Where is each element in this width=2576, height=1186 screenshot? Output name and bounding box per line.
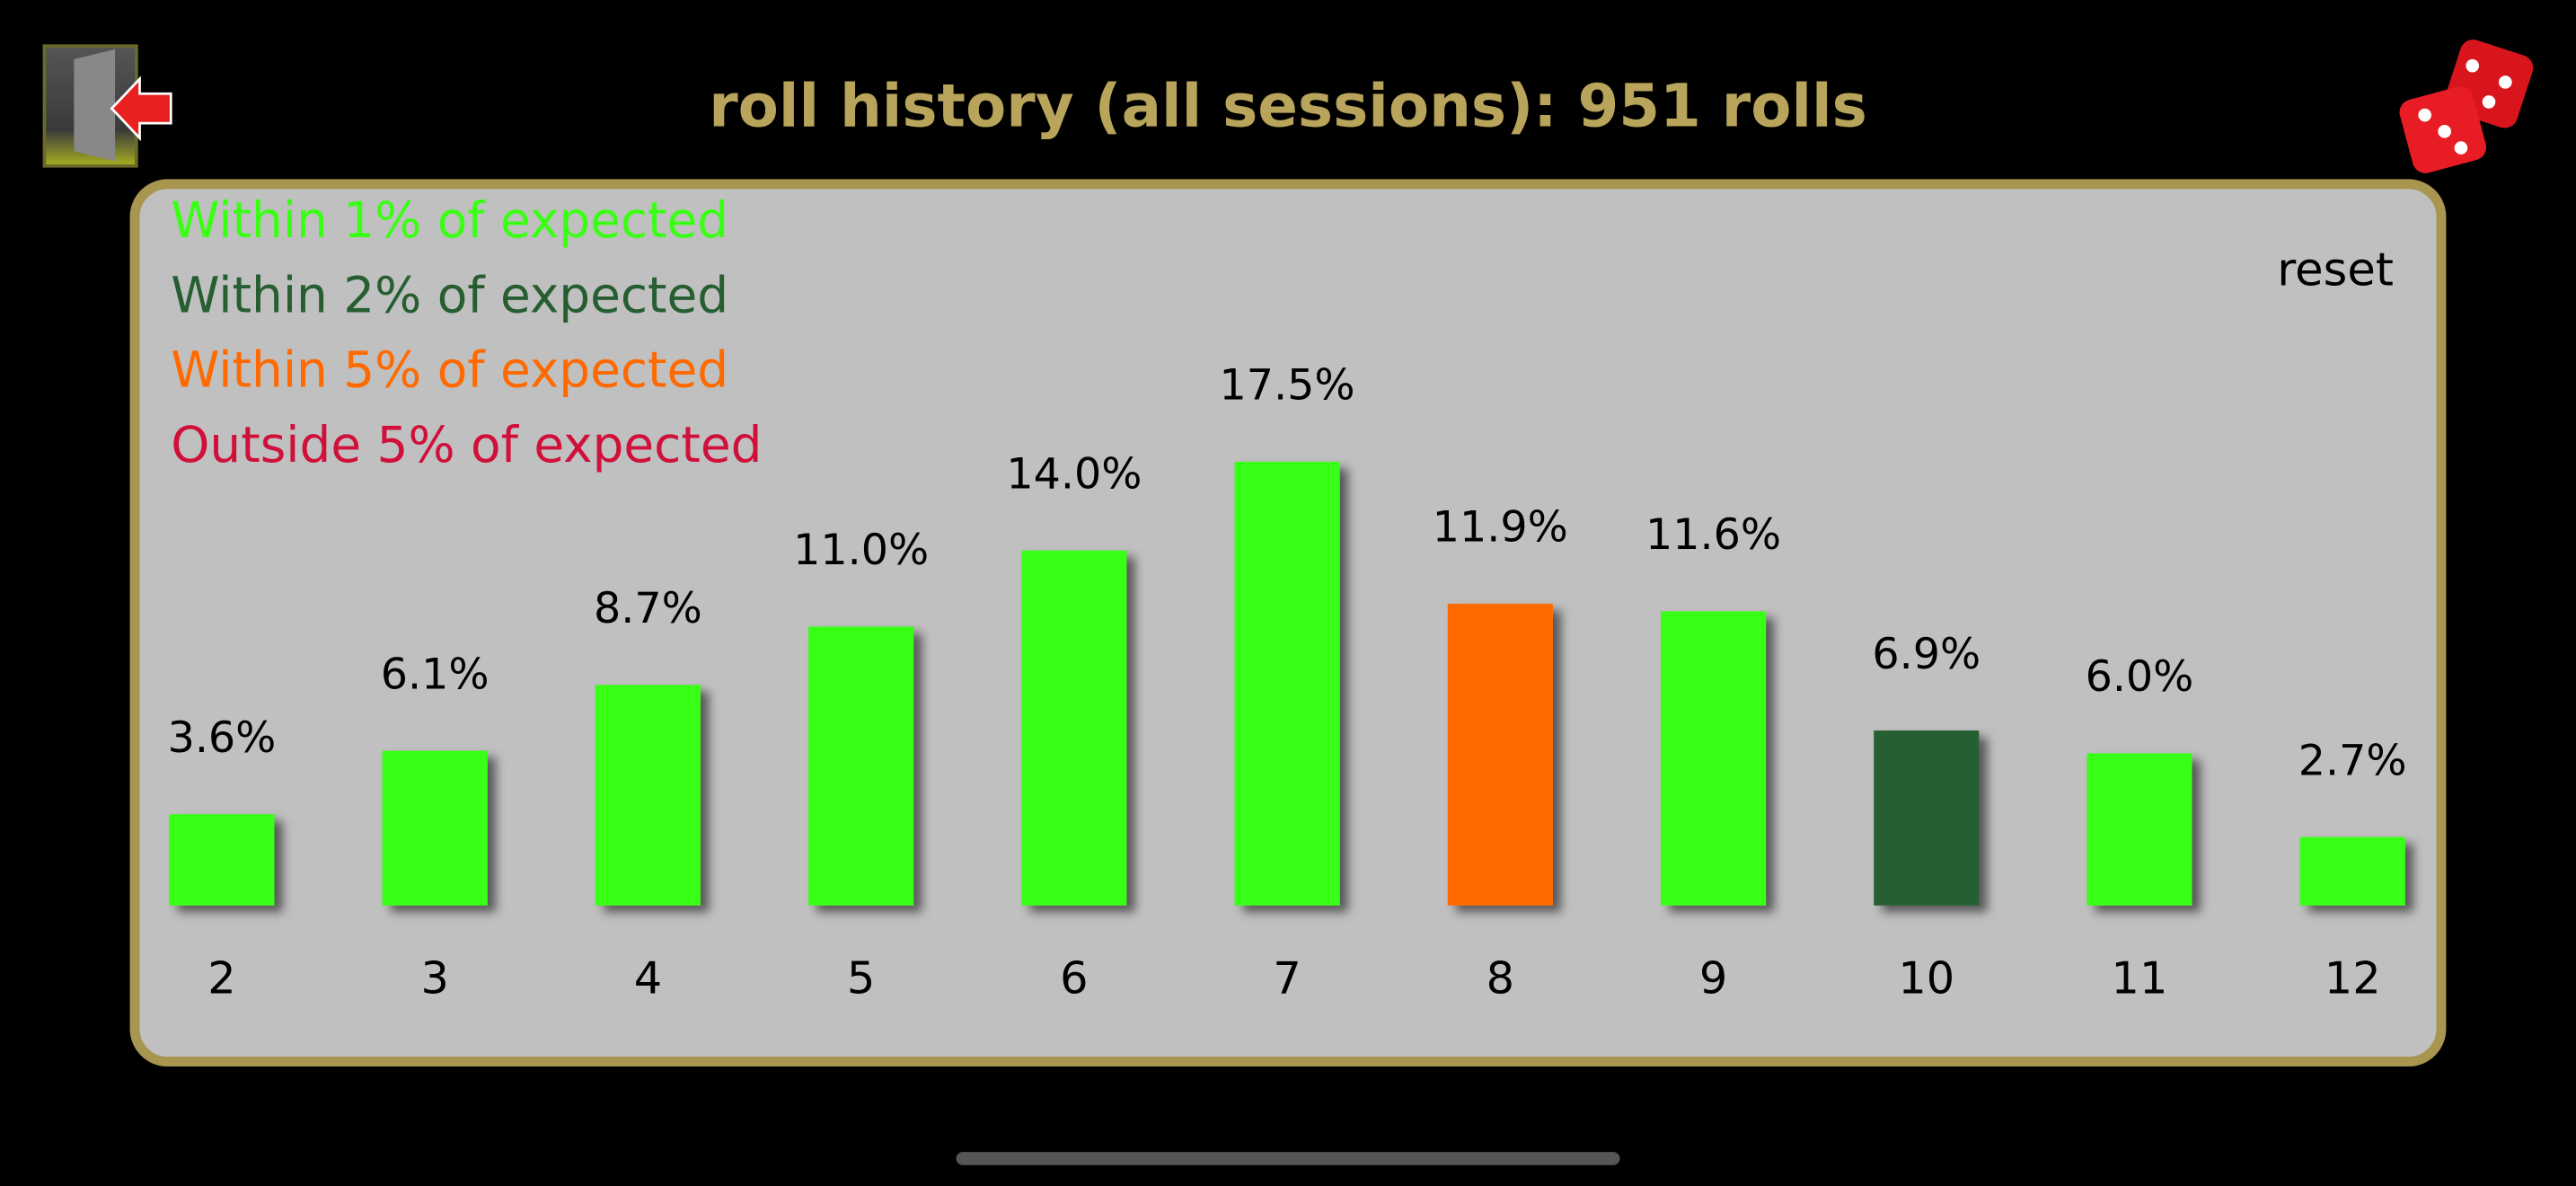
bar <box>2299 836 2405 906</box>
pip <box>2498 75 2512 89</box>
reset-button[interactable]: reset <box>2277 243 2394 297</box>
value-label: 8.7% <box>594 584 702 633</box>
bar <box>382 750 488 906</box>
bar <box>1021 550 1127 906</box>
x-tick-label: 6 <box>1060 951 1088 1004</box>
pip <box>2482 95 2496 109</box>
bar <box>1874 730 1980 906</box>
value-label: 14.0% <box>1006 449 1142 499</box>
bar <box>1661 611 1767 906</box>
x-tick-label: 9 <box>1699 951 1727 1004</box>
dice-icon[interactable] <box>2396 36 2536 176</box>
x-tick-label: 11 <box>2112 951 2168 1004</box>
value-label: 6.0% <box>2086 652 2194 702</box>
pip <box>2418 108 2431 122</box>
legend-entry: Within 2% of expected <box>171 266 728 323</box>
value-label: 11.6% <box>1645 510 1781 560</box>
door-leaf <box>74 49 116 162</box>
title: roll history (all sessions): 951 rolls <box>709 72 1867 141</box>
x-tick-label: 12 <box>2325 951 2381 1004</box>
bar <box>2086 753 2192 906</box>
x-tick-label: 5 <box>847 951 875 1004</box>
value-label: 3.6% <box>168 713 277 763</box>
x-tick-label: 8 <box>1486 951 1514 1004</box>
pip <box>2454 141 2468 155</box>
home-indicator <box>956 1152 1620 1165</box>
x-tick-label: 2 <box>207 951 235 1004</box>
x-tick-label: 7 <box>1273 951 1301 1004</box>
value-label: 2.7% <box>2298 736 2407 785</box>
bar <box>169 814 275 906</box>
value-label: 11.0% <box>793 526 929 575</box>
legend-entry: Outside 5% of expected <box>171 416 762 474</box>
pip <box>2466 58 2480 73</box>
back-button[interactable] <box>42 44 172 168</box>
x-tick-label: 10 <box>1898 951 1954 1004</box>
bar <box>1234 461 1340 906</box>
value-label: 11.9% <box>1433 503 1568 553</box>
bar <box>808 626 914 906</box>
x-tick-label: 3 <box>420 951 448 1004</box>
bar <box>1447 603 1553 906</box>
legend-entry: Within 5% of expected <box>171 341 728 399</box>
legend-entry: Within 1% of expected <box>171 191 728 249</box>
bar <box>595 685 701 906</box>
arrow-icon <box>110 75 172 142</box>
pip <box>2438 125 2451 138</box>
value-label: 6.9% <box>1872 630 1981 679</box>
value-label: 17.5% <box>1220 361 1355 411</box>
value-label: 6.1% <box>381 650 490 699</box>
x-tick-label: 4 <box>634 951 662 1004</box>
